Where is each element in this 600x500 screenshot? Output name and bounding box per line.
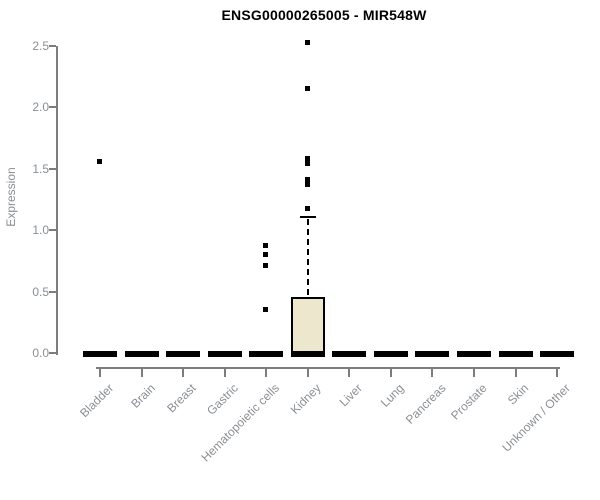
outlier-point-kidney [304,176,310,182]
median-breast [166,351,201,357]
whisker-cap-kidney [299,215,316,218]
x-tick-label-breast: Breast [164,381,200,416]
y-tick-label: 0.0 [32,346,49,360]
y-tick-label: 1.0 [32,223,49,238]
x-axis-tick [348,369,351,377]
x-tick-label-skin: Skin [504,381,532,408]
median-pancreas [415,351,450,357]
outlier-point-hematopoietic-cells [263,242,269,248]
x-tick-label-prostate: Prostate [448,381,490,423]
x-tick-label-liver: Liver [336,381,366,410]
x-axis-tick [140,369,143,377]
x-axis-tick [556,369,559,377]
x-axis-tick [265,369,268,377]
x-axis-tick [182,369,185,377]
x-tick-label-bladder: Bladder [76,381,116,421]
x-axis-tick [514,369,517,377]
median-prostate [456,351,491,357]
x-tick-label-gastric: Gastric [203,381,241,418]
y-axis-tick [49,352,56,354]
outlier-point-hematopoietic-cells [263,306,269,312]
x-tick-label-pancreas: Pancreas [402,381,449,427]
median-skin [498,351,533,357]
x-axis-tick [99,369,101,377]
x-axis-tick [306,369,309,377]
outlier-point-kidney [304,40,310,46]
outlier-point-kidney [304,206,310,212]
whisker-kidney [306,218,309,295]
y-axis-tick [49,45,56,47]
y-tick-label: 2.5 [32,39,49,53]
x-axis-line [96,367,560,369]
median-kidney [290,351,325,357]
outlier-point-hematopoietic-cells [263,251,269,257]
median-brain [124,351,159,357]
median-unknown-other [540,351,575,357]
median-liver [332,351,367,357]
x-axis-tick [431,369,434,377]
y-axis-tick [49,167,56,170]
y-axis-tick [49,229,56,232]
y-tick-label: 0.5 [32,284,49,299]
x-tick-label-lung: Lung [377,381,407,410]
chart-title: ENSG00000265005 - MIR548W [221,7,427,23]
median-hematopoietic-cells [249,351,284,357]
x-axis-tick [389,369,392,377]
y-tick-label: 1.5 [32,161,49,176]
y-axis-label: Expression [4,167,18,227]
outlier-point-hematopoietic-cells [263,262,269,268]
outlier-point-kidney [304,160,310,166]
outlier-point-kidney [304,155,310,161]
x-axis-tick [223,369,226,377]
x-axis-tick [472,369,475,377]
y-tick-label: 2.0 [32,100,49,115]
box-kidney [290,296,325,355]
outlier-point-kidney [304,85,310,91]
y-axis-line [56,46,58,355]
outlier-point-bladder [97,159,102,165]
y-axis-tick [49,290,56,293]
x-tick-label-hematopoietic-cells: Hematopoietic cells [198,381,283,465]
median-lung [373,351,408,357]
y-axis-tick [49,106,56,109]
median-bladder [83,351,117,357]
x-tick-label-kidney: Kidney [287,381,324,417]
x-tick-label-brain: Brain [127,381,158,411]
outlier-point-kidney [304,181,310,187]
median-gastric [207,351,242,357]
